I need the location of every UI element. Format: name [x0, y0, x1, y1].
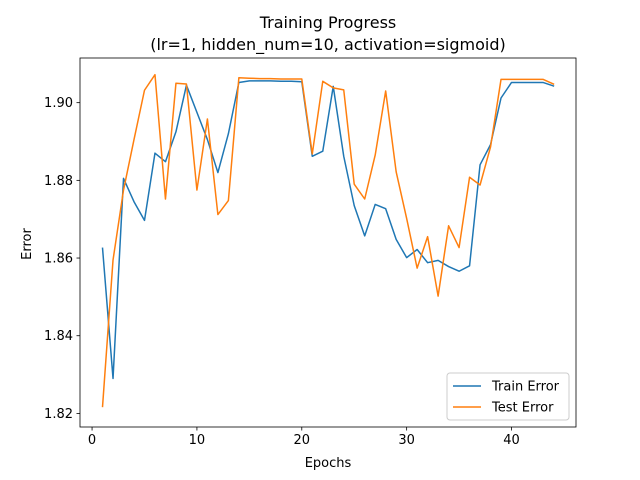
y-axis-label: Error	[20, 228, 35, 260]
legend: Train Error Test Error	[446, 372, 570, 421]
y-tick-label: 1.82	[44, 407, 73, 422]
x-tick-label: 0	[88, 433, 96, 448]
y-tick-label: 1.86	[44, 252, 73, 267]
x-tick-label: 40	[503, 433, 520, 448]
series-line-test-error	[101, 73, 555, 408]
y-tick-label: 1.90	[44, 96, 73, 111]
y-tick-label: 1.88	[44, 174, 73, 189]
series-line-train-error	[101, 80, 555, 380]
x-axis-label: Epochs	[305, 456, 352, 471]
chart-subtitle: (lr=1, hidden_num=10, activation=sigmoid…	[150, 35, 506, 55]
plot-area: 0 10 20 30 40 1.82 1.84 1.86 1.88 1.90	[44, 57, 577, 448]
chart-title: Training Progress	[259, 13, 397, 32]
x-tick-label: 30	[398, 433, 415, 448]
legend-label: Train Error	[491, 380, 560, 395]
y-tick-label: 1.84	[44, 329, 73, 344]
legend-box	[446, 372, 570, 421]
axes-frame	[79, 57, 577, 428]
x-tick-label: 20	[294, 433, 311, 448]
x-tick-label: 10	[189, 433, 206, 448]
legend-label: Test Error	[491, 401, 554, 416]
